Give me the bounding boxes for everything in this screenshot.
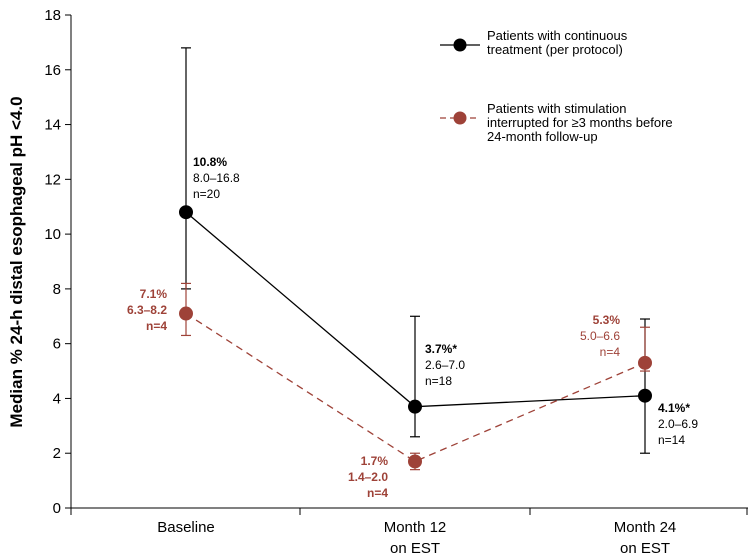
x-tick-label: Month 24 on EST [614,519,677,556]
continuous-data-label: n=18 [425,374,452,388]
continuous-data-label: 2.0–6.9 [658,417,698,431]
interrupted-data-label: n=4 [367,486,388,500]
y-tick-label: 18 [44,7,61,24]
continuous-data-label: n=20 [193,187,220,201]
continuous-data-label: n=14 [658,433,685,447]
continuous-data-label: 2.6–7.0 [425,358,465,372]
continuous-point [408,399,422,414]
y-tick-label: 2 [53,445,61,462]
continuous-point [638,388,652,403]
y-tick-label: 12 [44,171,61,188]
y-tick-label: 14 [44,117,61,134]
interrupted-data-label: 1.7% [361,454,389,468]
interrupted-data-label: 5.0–6.6 [580,329,620,343]
x-tick-label: Month 12 on EST [384,519,447,556]
interrupted-data-label: 1.4–2.0 [348,470,388,484]
interrupted-data-label: 5.3% [593,313,621,327]
interrupted-point [179,306,193,321]
interrupted-point [638,355,652,370]
x-tick-label: Baseline [157,519,215,536]
continuous-point [179,205,193,220]
interrupted-data-label: 6.3–8.2 [127,303,167,317]
interrupted-point [408,454,422,469]
interrupted-legend-marker [453,111,467,125]
continuous-data-label: 10.8% [193,155,227,169]
continuous-legend-marker [453,38,467,52]
continuous-data-label: 4.1%* [658,401,690,415]
interrupted-data-label: 7.1% [140,287,168,301]
y-tick-label: 4 [53,390,61,407]
y-tick-label: 0 [53,500,61,517]
interrupted-data-label: n=4 [600,345,621,359]
interrupted-series-line [185,312,646,463]
y-tick-label: 16 [44,62,61,79]
y-tick-label: 10 [44,226,61,243]
y-axis-label: Median % 24-h distal esophageal pH <4.0 [7,96,26,427]
continuous-legend-label: Patients with continuous treatment (per p… [487,28,628,57]
continuous-data-label: 8.0–16.8 [193,171,240,185]
y-tick-label: 8 [53,281,61,298]
continuous-data-label: 3.7%* [425,342,457,356]
interrupted-legend-label: Patients with stimulation interrupted for… [487,101,673,144]
y-tick-label: 6 [53,336,61,353]
interrupted-data-label: n=4 [146,319,167,333]
